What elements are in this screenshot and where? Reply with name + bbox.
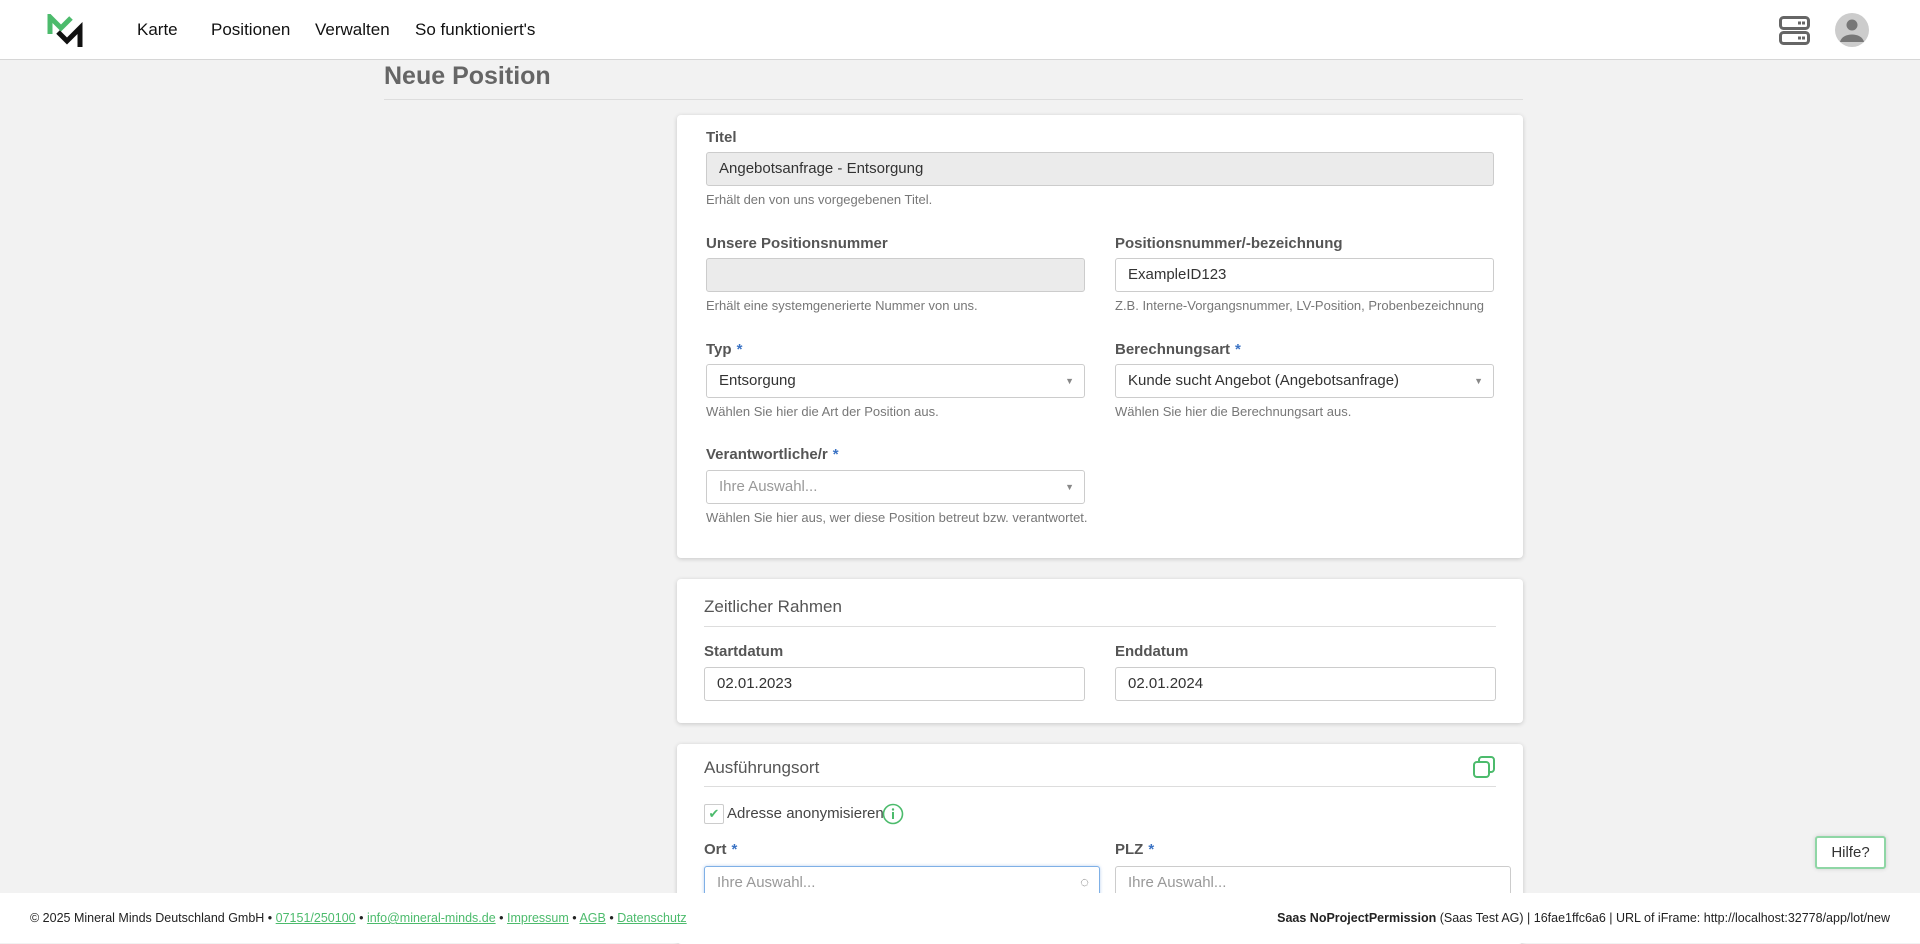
section-divider	[704, 786, 1496, 787]
start-date-input[interactable]: 02.01.2023	[704, 667, 1085, 701]
info-icon[interactable]	[882, 803, 904, 825]
verantwortliche-select[interactable]: Ihre Auswahl... ▼	[706, 470, 1085, 504]
berechnungsart-label: Berechnungsart *	[1115, 341, 1241, 358]
location-title: Ausführungsort	[704, 758, 820, 777]
anonymize-checkbox[interactable]: ✔	[704, 804, 724, 824]
dropdown-caret-icon: ▼	[1474, 376, 1483, 386]
typ-select[interactable]: Entsorgung ▼	[706, 364, 1085, 398]
titel-help: Erhält den von uns vorgegebenen Titel.	[706, 192, 933, 207]
datenschutz-link[interactable]: Datenschutz	[617, 911, 687, 925]
session-info: Saas NoProjectPermission (Saas Test AG) …	[1277, 911, 1890, 925]
phone-link[interactable]: 07151/250100	[275, 911, 356, 925]
nav-verwalten[interactable]: Verwalten	[315, 20, 390, 39]
page-title: Neue Position	[384, 62, 551, 90]
plz-label: PLZ *	[1115, 841, 1155, 858]
typ-help: Wählen Sie hier die Art der Position aus…	[706, 404, 939, 419]
our-number-label: Unsere Positionsnummer	[706, 235, 888, 252]
ort-label: Ort *	[704, 841, 738, 858]
loading-spinner-icon: ◌	[1080, 874, 1089, 891]
impressum-link[interactable]: Impressum	[506, 911, 569, 925]
berechnungsart-help: Wählen Sie hier die Berechnungsart aus.	[1115, 404, 1352, 419]
agb-link[interactable]: AGB	[579, 911, 606, 925]
nav-karte[interactable]: Karte	[137, 20, 178, 39]
our-number-input[interactable]	[706, 258, 1085, 292]
footer: © 2025 Mineral Minds Deutschland GmbH • …	[0, 893, 1920, 943]
title-divider	[384, 99, 1523, 100]
position-number-help: Z.B. Interne-Vorgangsnummer, LV-Position…	[1115, 298, 1485, 313]
help-bubble-button[interactable]: Hilfe?	[1815, 836, 1886, 869]
nav-positionen[interactable]: Positionen	[211, 20, 291, 39]
server-icon[interactable]	[1779, 16, 1810, 45]
start-date-label: Startdatum	[704, 643, 784, 660]
footer-links: © 2025 Mineral Minds Deutschland GmbH • …	[30, 911, 687, 925]
end-date-input[interactable]: 02.01.2024	[1115, 667, 1496, 701]
time-frame-card: Zeitlicher Rahmen Startdatum 02.01.2023 …	[677, 579, 1523, 723]
our-number-help: Erhält eine systemgenerierte Nummer von …	[706, 298, 978, 313]
dropdown-caret-icon: ▼	[1065, 482, 1074, 492]
mineral-minds-logo[interactable]	[47, 14, 85, 48]
nav-so-funktionierts[interactable]: So funktioniert's	[415, 20, 536, 39]
section-divider	[704, 626, 1496, 627]
top-navbar: Karte Positionen Verwalten So funktionie…	[0, 0, 1920, 60]
dropdown-caret-icon: ▼	[1065, 376, 1074, 386]
titel-label: Titel	[706, 129, 737, 146]
general-card: Titel Angebotsanfrage - Entsorgung Erhäl…	[677, 115, 1523, 558]
anonymize-label: Adresse anonymisieren	[727, 805, 884, 822]
verantwortliche-help: Wählen Sie hier aus, wer diese Position …	[706, 510, 1088, 525]
verantwortliche-label: Verantwortliche/r *	[706, 446, 839, 463]
typ-label: Typ *	[706, 341, 743, 358]
email-link[interactable]: info@mineral-minds.de	[366, 911, 496, 925]
position-number-label: Positionsnummer/-bezeichnung	[1115, 235, 1343, 252]
end-date-label: Enddatum	[1115, 643, 1189, 660]
time-frame-title: Zeitlicher Rahmen	[704, 597, 842, 616]
berechnungsart-select[interactable]: Kunde sucht Angebot (Angebotsanfrage) ▼	[1115, 364, 1494, 398]
copyright: © 2025 Mineral Minds Deutschland GmbH	[30, 911, 265, 925]
user-avatar-icon[interactable]	[1834, 12, 1870, 48]
titel-input[interactable]: Angebotsanfrage - Entsorgung	[706, 152, 1494, 186]
position-number-input[interactable]: ExampleID123	[1115, 258, 1494, 292]
copy-icon[interactable]	[1472, 755, 1496, 779]
